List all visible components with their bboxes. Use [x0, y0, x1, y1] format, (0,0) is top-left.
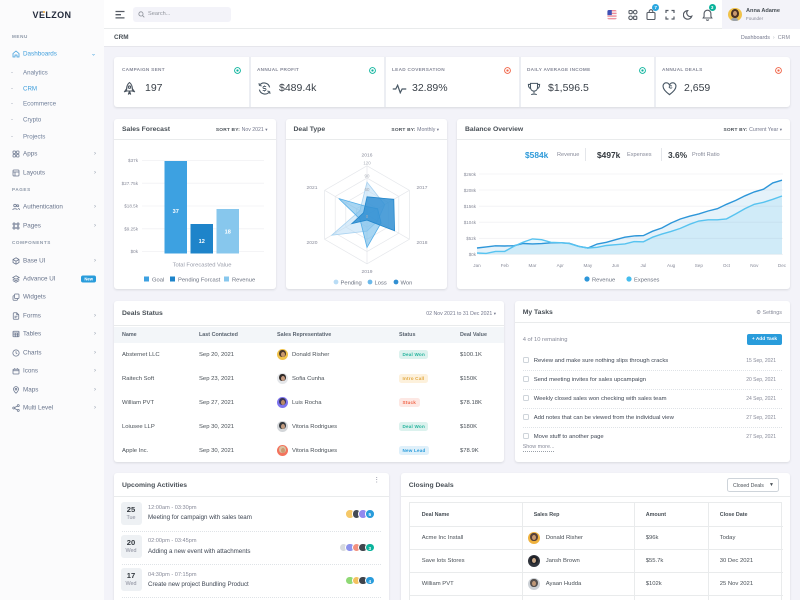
svg-text:Sep: Sep	[695, 263, 704, 268]
svg-text:$260k: $260k	[464, 172, 477, 177]
svg-text:Jul: Jul	[640, 263, 646, 268]
svg-text:Revenue: Revenue	[592, 277, 615, 283]
svg-text:Loss: Loss	[374, 281, 386, 287]
svg-text:Dec: Dec	[778, 263, 787, 268]
svg-text:$104k: $104k	[464, 220, 477, 225]
svg-text:$208k: $208k	[464, 188, 477, 193]
svg-text:2018: 2018	[416, 240, 427, 246]
svg-text:12: 12	[199, 239, 205, 245]
svg-text:Mar: Mar	[529, 263, 537, 268]
svg-text:2019: 2019	[361, 269, 372, 275]
svg-text:$0k: $0k	[469, 252, 477, 257]
svg-text:90: 90	[364, 174, 369, 179]
svg-text:$18.5k: $18.5k	[124, 204, 138, 209]
svg-text:$9.25k: $9.25k	[124, 226, 138, 231]
svg-text:Jun: Jun	[612, 263, 620, 268]
svg-text:60: 60	[364, 187, 369, 192]
svg-text:$156k: $156k	[464, 204, 477, 209]
svg-text:Jan: Jan	[473, 263, 481, 268]
svg-text:Oct: Oct	[723, 263, 731, 268]
svg-text:$52k: $52k	[466, 236, 477, 241]
svg-text:2020: 2020	[306, 240, 317, 246]
svg-text:Feb: Feb	[501, 263, 509, 268]
svg-text:Pending: Pending	[340, 281, 361, 287]
svg-text:Expenses: Expenses	[634, 277, 660, 283]
svg-text:Nov: Nov	[750, 263, 759, 268]
svg-text:0: 0	[365, 214, 368, 219]
svg-text:Pending Forcast: Pending Forcast	[178, 278, 221, 284]
svg-text:$27.75k: $27.75k	[122, 181, 139, 186]
svg-text:37: 37	[173, 209, 179, 215]
svg-text:Won: Won	[400, 281, 412, 287]
svg-text:18: 18	[225, 230, 231, 236]
svg-text:May: May	[584, 263, 593, 268]
svg-text:Aug: Aug	[667, 263, 676, 268]
svg-text:$37k: $37k	[128, 158, 139, 163]
svg-text:Goal: Goal	[152, 278, 164, 284]
svg-text:2016: 2016	[361, 153, 372, 159]
svg-text:Revenue: Revenue	[232, 278, 255, 284]
svg-text:Apr: Apr	[557, 263, 565, 268]
svg-text:120: 120	[363, 161, 371, 166]
svg-text:Total Forecasted Value: Total Forecasted Value	[173, 263, 232, 269]
svg-text:2017: 2017	[416, 185, 427, 191]
svg-text:$0k: $0k	[131, 249, 139, 254]
svg-text:2021: 2021	[306, 185, 317, 191]
